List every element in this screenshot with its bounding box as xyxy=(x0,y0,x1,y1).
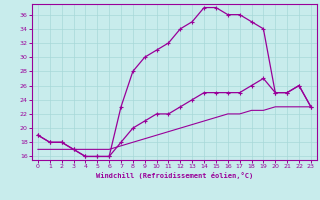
X-axis label: Windchill (Refroidissement éolien,°C): Windchill (Refroidissement éolien,°C) xyxy=(96,172,253,179)
